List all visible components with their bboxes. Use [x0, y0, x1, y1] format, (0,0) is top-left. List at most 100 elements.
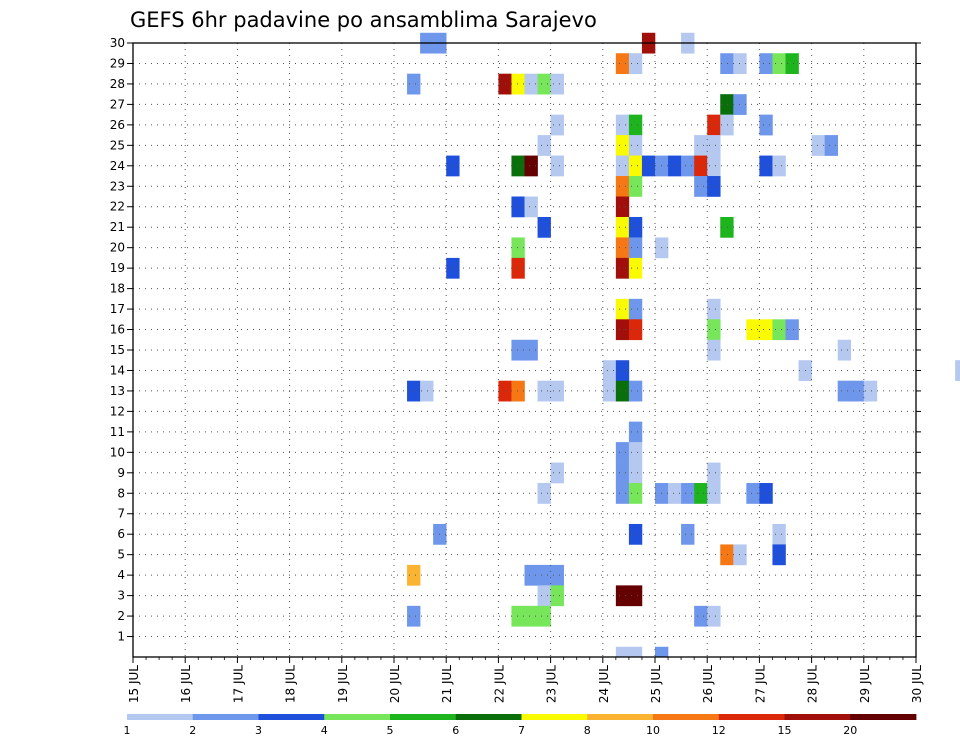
colorbar-label: 20	[843, 724, 857, 737]
precip-cell	[615, 483, 630, 504]
precip-cell	[955, 360, 960, 381]
y-tick-label: 24	[110, 159, 125, 173]
x-tick-label: 29 JUL	[858, 665, 872, 703]
precip-cell	[537, 585, 551, 607]
y-tick-label: 12	[110, 404, 125, 418]
colorbar-label: 12	[712, 724, 726, 737]
colorbar-swatch	[784, 714, 851, 720]
y-tick-label: 18	[110, 282, 125, 296]
colorbar-swatch	[653, 714, 720, 720]
precip-cell	[707, 462, 721, 484]
precip-cell	[511, 155, 525, 177]
precip-cell	[407, 380, 421, 402]
precip-cell	[707, 298, 721, 320]
precip-cell	[641, 155, 656, 177]
precip-cell	[615, 155, 630, 177]
precip-cell	[707, 605, 721, 627]
colorbar-swatch	[718, 714, 785, 720]
precip-cell	[628, 257, 643, 279]
x-tick-label: 19 JUL	[336, 665, 350, 703]
y-tick-label: 21	[110, 220, 125, 234]
y-tick-label: 6	[117, 527, 125, 541]
y-tick-label: 17	[110, 302, 125, 316]
precip-cell	[694, 135, 708, 156]
precip-cell	[694, 155, 708, 177]
precip-cell	[707, 155, 721, 177]
y-tick-label: 8	[117, 486, 125, 500]
colorbar-label: 15	[778, 724, 792, 737]
precip-cell	[511, 237, 525, 259]
precip-cell	[628, 319, 643, 341]
y-tick-label: 15	[110, 343, 125, 357]
precip-cell	[615, 585, 630, 607]
precip-cell	[615, 114, 630, 136]
colorbar-label: 8	[584, 724, 591, 737]
x-tick-label: 25 JUL	[649, 665, 663, 703]
precip-cell	[550, 380, 564, 402]
x-tick-label: 16 JUL	[179, 665, 193, 703]
y-tick-label: 20	[110, 241, 125, 255]
precip-cell	[550, 73, 564, 95]
x-axis: 15 JUL 16 JUL 17 JUL 18 JUL 19 JUL 20 JUL 21 J…	[127, 657, 924, 703]
x-tick-label: 15 JUL	[127, 665, 141, 703]
x-tick-label: 24 JUL	[597, 665, 611, 703]
precip-cell	[668, 155, 682, 177]
y-tick-label: 25	[110, 138, 125, 152]
precip-cell	[720, 544, 734, 566]
precip-cell	[615, 196, 630, 218]
precip-cell	[537, 135, 551, 156]
precip-cell	[524, 564, 538, 586]
precip-cell	[615, 257, 630, 279]
precip-cell	[759, 155, 773, 177]
precip-cell	[615, 380, 630, 402]
colorbar-label: 3	[255, 724, 262, 737]
x-tick-label: 22 JUL	[492, 665, 506, 703]
precip-cell	[824, 135, 838, 156]
precip-cell	[615, 216, 630, 238]
y-axis: 1234567891011121314151617181920212223242…	[110, 36, 921, 644]
y-tick-label: 5	[117, 548, 125, 562]
precip-cell	[615, 53, 630, 74]
precip-cell	[668, 483, 682, 504]
precip-cell	[628, 462, 643, 484]
precip-cell	[407, 605, 421, 627]
precip-cell	[628, 176, 643, 197]
y-tick-label: 28	[110, 77, 125, 91]
cells-layer	[407, 32, 960, 657]
precip-cell	[537, 73, 551, 95]
precip-cell	[628, 237, 643, 259]
precip-cell	[837, 339, 852, 361]
colorbar-label: 10	[646, 724, 660, 737]
precip-cell	[420, 380, 434, 402]
precip-cell	[628, 421, 643, 443]
precip-cell	[746, 319, 760, 341]
colorbar-swatch	[324, 714, 391, 720]
precip-cell	[550, 585, 564, 607]
precip-cell	[524, 155, 538, 177]
x-tick-label: 26 JUL	[701, 665, 715, 703]
y-tick-label: 3	[117, 589, 125, 603]
precip-cell	[628, 523, 643, 545]
precip-cell	[811, 135, 825, 156]
precip-cell	[759, 53, 773, 74]
precip-cell	[511, 339, 525, 361]
precip-cell	[446, 155, 460, 177]
precip-cell	[707, 319, 721, 341]
precip-cell	[681, 155, 695, 177]
y-tick-label: 26	[110, 118, 125, 132]
chart-title: GEFS 6hr padavine po ansamblima Sarajevo	[130, 8, 597, 32]
precip-cell	[511, 380, 525, 402]
precip-cell	[772, 53, 786, 74]
precip-cell	[537, 605, 551, 627]
precip-cell	[407, 564, 421, 586]
precip-cell	[446, 257, 460, 279]
y-tick-label: 9	[117, 466, 125, 480]
precip-cell	[511, 196, 525, 218]
precip-cell	[615, 135, 630, 156]
precip-cell	[837, 380, 852, 402]
precip-cell	[615, 646, 630, 657]
y-tick-label: 22	[110, 200, 125, 214]
colorbar-swatch	[258, 714, 325, 720]
x-tick-label: 20 JUL	[388, 665, 402, 703]
y-tick-label: 29	[110, 56, 125, 70]
